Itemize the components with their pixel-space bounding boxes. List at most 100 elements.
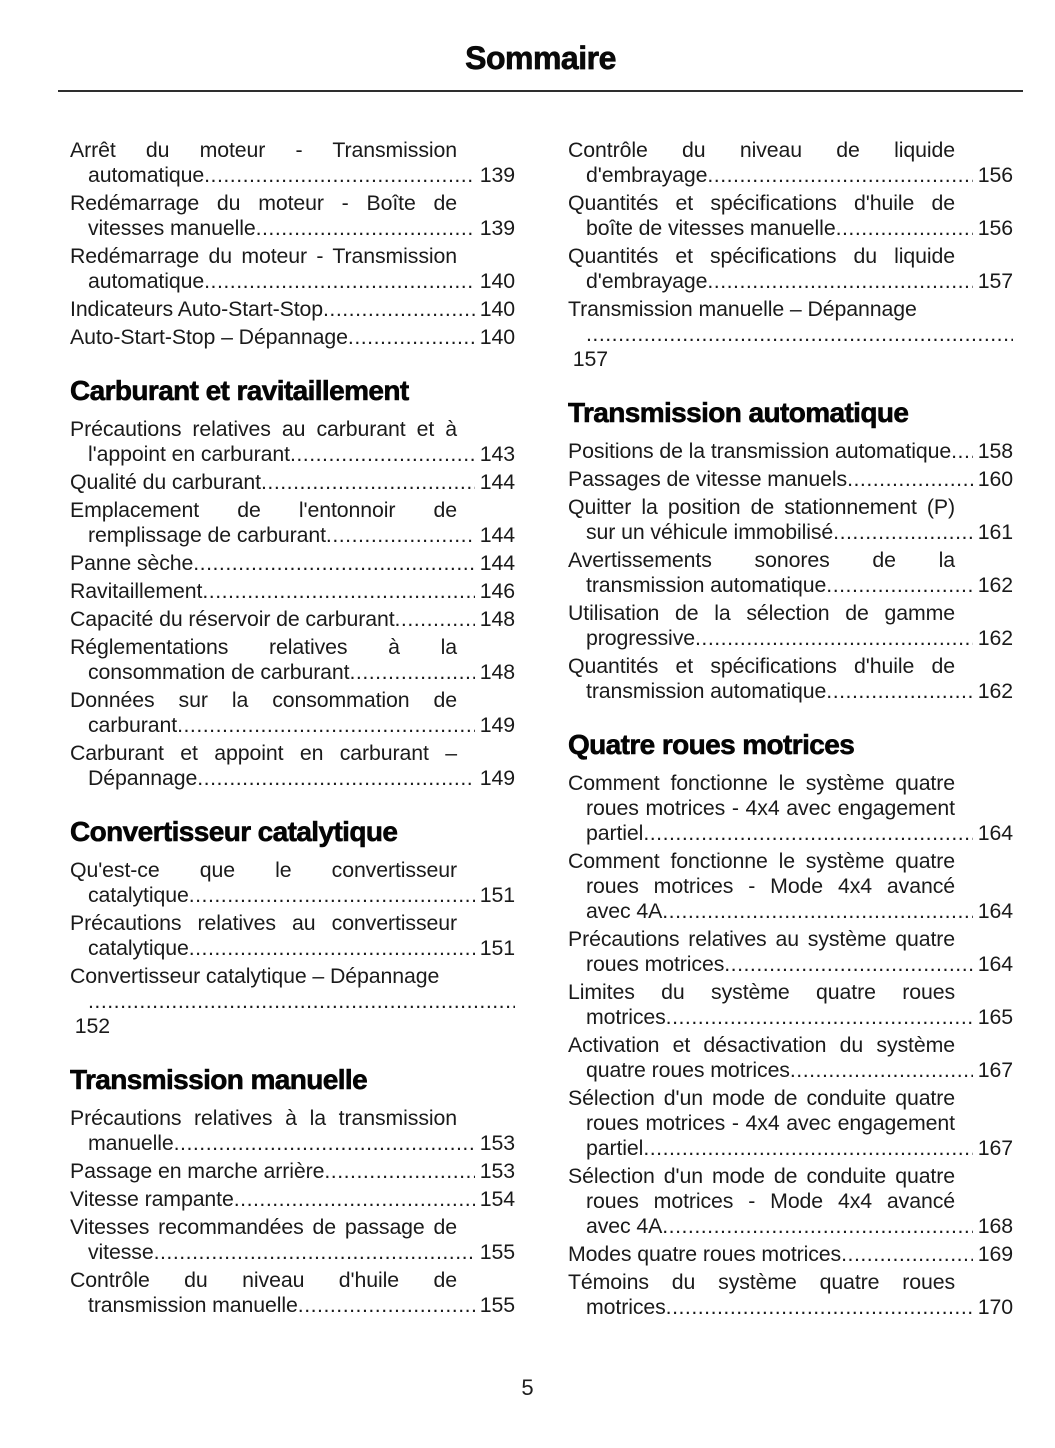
toc-entry-label: Quantités et spécifications d'huile de b… — [568, 191, 973, 241]
toc-entry-label: Redémarrage du moteur - Boîte de vitesse… — [70, 191, 475, 241]
toc-entry-label: Précautions relatives au système quatre … — [568, 927, 973, 977]
toc-entry: Passage en marche arrière 153 — [70, 1159, 515, 1184]
toc-entry: Utilisation de la sélection de gamme pro… — [568, 601, 1013, 651]
toc-entry-label: Données sur la consommation de carburant — [70, 688, 475, 738]
section-entries: Précautions relatives au carburant et à … — [70, 417, 515, 791]
toc-entry: Positions de la transmission automatique… — [568, 439, 1013, 464]
toc-entry-page-number: 167 — [977, 1136, 1013, 1160]
toc-entry-page-number: 144 — [479, 551, 515, 575]
toc-entry: Quantités et spécifications du liquide d… — [568, 244, 1013, 294]
toc-entry: Transmission manuelle – Dépannage 157 — [568, 297, 1013, 372]
toc-entry: Redémarrage du moteur - Transmission aut… — [70, 244, 515, 294]
toc-entry: Redémarrage du moteur - Boîte de vitesse… — [70, 191, 515, 241]
toc-entry-label: Utilisation de la sélection de gamme pro… — [568, 601, 973, 651]
page-title: Sommaire — [465, 40, 617, 77]
section-heading: Quatre roues motrices — [568, 729, 855, 760]
toc-entry: Qu'est-ce que le convertisseur catalytiq… — [70, 858, 515, 908]
toc-entry-label: Sélection d'un mode de conduite quatre r… — [568, 1164, 973, 1239]
toc-section: Contrôle du niveau de liquide d'embrayag… — [568, 138, 1013, 372]
toc-entry: Modes quatre roues motrices 169 — [568, 1242, 1013, 1267]
toc-entry-page-number: 155 — [479, 1293, 515, 1317]
toc-entry-page-number: 140 — [479, 325, 515, 349]
toc-entry: Comment fonctionne le système quatre rou… — [568, 771, 1013, 846]
toc-entry-page-number: 169 — [977, 1242, 1013, 1266]
toc-entry: Passages de vitesse manuels 160 — [568, 467, 1013, 492]
toc-entry-label: Panne sèche — [70, 551, 475, 576]
toc-entry-page-number: 164 — [977, 821, 1013, 845]
toc-section: Carburant et ravitaillement Précautions … — [70, 375, 515, 791]
toc-section: Transmission manuelle Précautions relati… — [70, 1064, 515, 1318]
toc-entry-label: Ravitaillement — [70, 579, 475, 604]
toc-entry-label: Vitesse rampante — [70, 1187, 475, 1212]
title-divider — [58, 90, 1023, 92]
toc-entry-label: Précautions relatives au carburant et à … — [70, 417, 475, 467]
toc-entry: Précautions relatives au convertisseur c… — [70, 911, 515, 961]
toc-entry-page-number: 157 — [977, 269, 1013, 293]
section-heading: Transmission manuelle — [70, 1064, 368, 1095]
toc-entry: Vitesses recommandées de passage de vite… — [70, 1215, 515, 1265]
toc-entry: Avertissements sonores de la transmissio… — [568, 548, 1013, 598]
toc-entry-label: Modes quatre roues motrices — [568, 1242, 973, 1267]
toc-section: Convertisseur catalytique Qu'est-ce que … — [70, 816, 515, 1039]
toc-column: Arrêt du moteur - Transmission automatiq… — [70, 138, 515, 1323]
toc-entry-label: Convertisseur catalytique – Dépannage — [70, 964, 440, 988]
toc-entry-page-number: 168 — [977, 1214, 1013, 1238]
toc-entry-label: Quitter la position de stationnement (P)… — [568, 495, 973, 545]
toc-entry: Carburant et appoint en carburant – Dépa… — [70, 741, 515, 791]
toc-entry-label: Quantités et spécifications d'huile de t… — [568, 654, 973, 704]
page-header: Sommaire — [58, 40, 1023, 92]
toc-entry-page-number: 151 — [479, 883, 515, 907]
toc-entry: Capacité du réservoir de carburant 148 — [70, 607, 515, 632]
toc-entry-label: Précautions relatives à la transmission … — [70, 1106, 475, 1156]
toc-entry-page-number: 164 — [977, 952, 1013, 976]
toc-entry-page-number: 161 — [977, 520, 1013, 544]
toc-entry: Emplacement de l'entonnoir de remplissag… — [70, 498, 515, 548]
toc-entry: Panne sèche 144 — [70, 551, 515, 576]
toc-entry-label: Avertissements sonores de la transmissio… — [568, 548, 973, 598]
section-entries: Contrôle du niveau de liquide d'embrayag… — [568, 138, 1013, 372]
toc-section: Quatre roues motrices Comment fonctionne… — [568, 729, 1013, 1320]
toc-entry-page-number: 146 — [479, 579, 515, 603]
toc-entry-label: Vitesses recommandées de passage de vite… — [70, 1215, 475, 1265]
toc-entry-page-number: 160 — [977, 467, 1013, 491]
toc-entry-page-number: 139 — [479, 163, 515, 187]
toc-entry-label: Témoins du système quatre roues motrices — [568, 1270, 973, 1320]
toc-entry: Précautions relatives au carburant et à … — [70, 417, 515, 467]
toc-entry: Contrôle du niveau d'huile de transmissi… — [70, 1268, 515, 1318]
toc-entry-label: Passages de vitesse manuels — [568, 467, 973, 492]
toc-entry-page-number: 144 — [479, 470, 515, 494]
toc-entry-page-number: 151 — [479, 936, 515, 960]
toc-section: Transmission automatique Positions de la… — [568, 397, 1013, 704]
toc-entry-page-number: 164 — [977, 899, 1013, 923]
toc-entry-page-number: 170 — [977, 1295, 1013, 1319]
toc-entry-label: Qualité du carburant — [70, 470, 475, 495]
toc-entry: Sélection d'un mode de conduite quatre r… — [568, 1086, 1013, 1161]
toc-entry-label: Limites du système quatre roues motrices — [568, 980, 973, 1030]
toc-entry: Auto-Start-Stop – Dépannage 140 — [70, 325, 515, 350]
section-entries: Qu'est-ce que le convertisseur catalytiq… — [70, 858, 515, 1039]
toc-entry-label: Auto-Start-Stop – Dépannage — [70, 325, 475, 350]
toc-entry-page-number: 165 — [977, 1005, 1013, 1029]
toc-entry: Quantités et spécifications d'huile de b… — [568, 191, 1013, 241]
toc-entry-label: Contrôle du niveau de liquide d'embrayag… — [568, 138, 973, 188]
toc-entry-page-number: 162 — [977, 626, 1013, 650]
section-heading: Transmission automatique — [568, 397, 910, 428]
toc-entry-page-number: 148 — [479, 607, 515, 631]
toc-columns: Arrêt du moteur - Transmission automatiq… — [58, 92, 1023, 1323]
toc-entry-page-number: 140 — [479, 269, 515, 293]
section-entries: Arrêt du moteur - Transmission automatiq… — [70, 138, 515, 350]
toc-entry: Activation et désactivation du système q… — [568, 1033, 1013, 1083]
toc-entry-label: Précautions relatives au convertisseur c… — [70, 911, 475, 961]
toc-entry-label: Réglementations relatives à la consommat… — [70, 635, 475, 685]
toc-entry-page-number: 158 — [977, 439, 1013, 463]
toc-entry: Contrôle du niveau de liquide d'embrayag… — [568, 138, 1013, 188]
toc-entry: Indicateurs Auto-Start-Stop 140 — [70, 297, 515, 322]
toc-entry: Sélection d'un mode de conduite quatre r… — [568, 1164, 1013, 1239]
toc-entry: Comment fonctionne le système quatre rou… — [568, 849, 1013, 924]
section-entries: Comment fonctionne le système quatre rou… — [568, 771, 1013, 1320]
toc-section: Arrêt du moteur - Transmission automatiq… — [70, 138, 515, 350]
section-heading: Carburant et ravitaillement — [70, 375, 410, 406]
section-entries: Positions de la transmission automatique… — [568, 439, 1013, 704]
toc-entry-page-number: 148 — [479, 660, 515, 684]
toc-entry-label: Sélection d'un mode de conduite quatre r… — [568, 1086, 973, 1161]
